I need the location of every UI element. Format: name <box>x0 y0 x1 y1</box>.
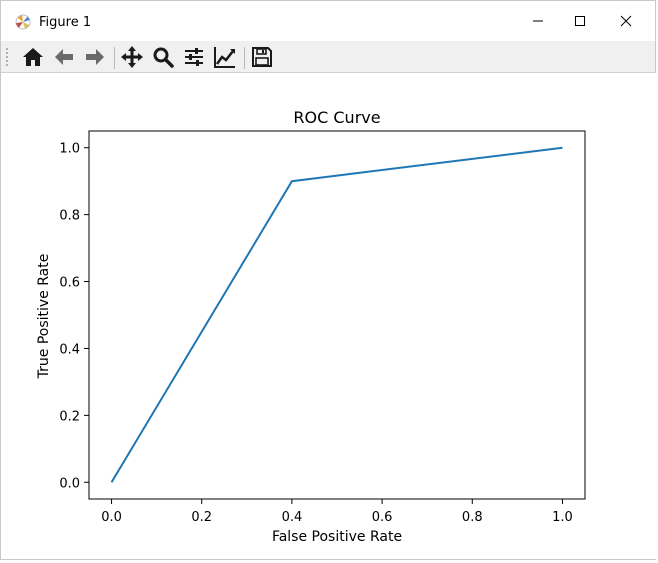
x-axis-label: False Positive Rate <box>272 529 402 545</box>
roc-curve-line <box>112 148 563 483</box>
figure-canvas[interactable]: ROC Curve 0.0 0.2 0.4 0.6 0.8 1.0 0.0 0.2 0.4 0.6… <box>1 73 657 559</box>
y-tick-label: 0.0 <box>59 476 80 491</box>
subplots-button[interactable] <box>180 43 208 71</box>
title-bar[interactable]: Figure 1 <box>1 1 655 41</box>
save-floppy-icon <box>251 46 273 68</box>
minimize-icon <box>532 15 544 27</box>
x-tick-label: 0.2 <box>191 510 212 525</box>
toolbar-separator <box>244 47 245 69</box>
y-axis-label: True Positive Rate <box>36 254 52 380</box>
x-tick-label: 0.6 <box>372 510 393 525</box>
y-tick-label: 0.2 <box>59 409 80 424</box>
home-button[interactable] <box>19 43 47 71</box>
axis-ticks: 0.0 0.2 0.4 0.6 0.8 1.0 0.0 0.2 0.4 0.6 0.8 1.0 <box>59 142 572 525</box>
maximize-icon <box>574 15 586 27</box>
home-icon <box>22 46 44 68</box>
matplotlib-app-icon <box>15 14 31 30</box>
navigation-toolbar <box>1 41 655 73</box>
maximize-button[interactable] <box>557 1 603 41</box>
edit-axis-icon <box>213 45 237 69</box>
x-tick-label: 0.8 <box>462 510 483 525</box>
roc-curve-points <box>112 148 563 483</box>
y-tick-label: 0.8 <box>59 209 80 224</box>
zoom-button[interactable] <box>149 43 177 71</box>
forward-button[interactable] <box>81 43 109 71</box>
minimize-button[interactable] <box>515 1 561 41</box>
y-tick-label: 0.4 <box>59 342 80 357</box>
window-title: Figure 1 <box>39 15 91 31</box>
close-icon <box>620 15 632 27</box>
y-tick-label: 0.6 <box>59 276 80 291</box>
plot-area-frame <box>89 131 585 499</box>
subplots-sliders-icon <box>183 46 205 68</box>
back-arrow-icon <box>53 46 75 68</box>
x-tick-label: 0.4 <box>282 510 303 525</box>
back-button[interactable] <box>50 43 78 71</box>
x-tick-label: 0.0 <box>101 510 122 525</box>
pan-move-icon <box>120 45 144 69</box>
chart-title: ROC Curve <box>293 108 380 127</box>
roc-chart: ROC Curve 0.0 0.2 0.4 0.6 0.8 1.0 0.0 0.2 0.4 0.6… <box>1 73 657 559</box>
y-tick-label: 1.0 <box>59 142 80 157</box>
close-button[interactable] <box>603 1 649 41</box>
x-tick-label: 1.0 <box>552 510 573 525</box>
save-button[interactable] <box>248 43 276 71</box>
edit-axis-button[interactable] <box>211 43 239 71</box>
zoom-magnifier-icon <box>152 46 174 68</box>
pan-button[interactable] <box>118 43 146 71</box>
toolbar-separator <box>114 47 115 69</box>
toolbar-grip[interactable] <box>5 47 9 67</box>
forward-arrow-icon <box>84 46 106 68</box>
